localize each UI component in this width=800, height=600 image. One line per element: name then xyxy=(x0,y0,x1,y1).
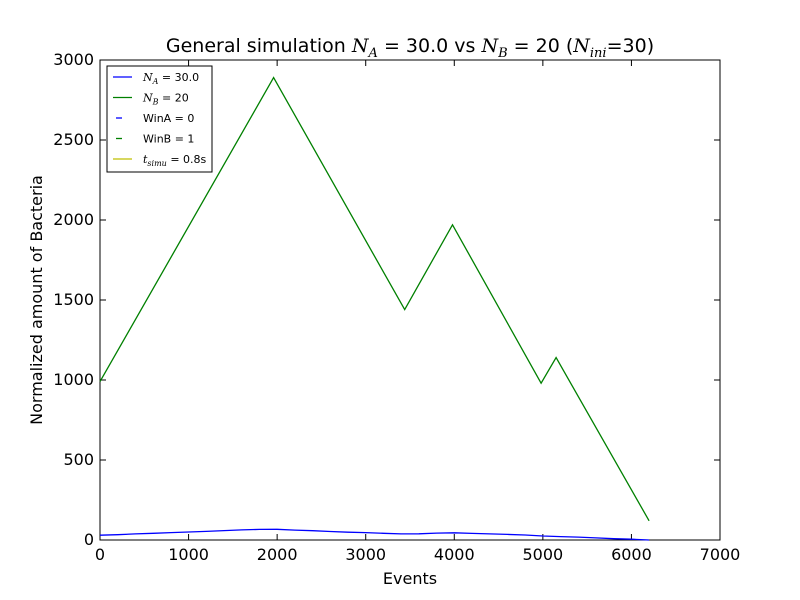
series-lines xyxy=(99,76,650,541)
series-line-1 xyxy=(99,76,650,522)
x-tick-label: 1000 xyxy=(168,545,209,564)
y-tick-label: 3000 xyxy=(53,50,94,69)
legend-entry-nb: NB = 20 xyxy=(113,92,189,107)
legend-label: tsimu = 0.8s xyxy=(143,153,207,168)
y-tick-label: 500 xyxy=(63,450,94,469)
y-tick-label: 1000 xyxy=(53,370,94,389)
x-tick-label: 5000 xyxy=(522,545,563,564)
legend-label: NB = 20 xyxy=(142,92,189,107)
y-tick-label: 1500 xyxy=(53,290,94,309)
x-tick-label: 4000 xyxy=(434,545,475,564)
x-axis-label: Events xyxy=(383,569,437,588)
x-tick-label: 2000 xyxy=(257,545,298,564)
chart-title: General simulation NA = 30.0 vs NB = 20 … xyxy=(166,35,654,61)
legend: NA = 30.0 NB = 20 WinA = 0 WinB = 1 tsimu = … xyxy=(106,65,213,173)
legend-label: WinB = 1 xyxy=(143,133,194,146)
legend-entry-na: NA = 30.0 xyxy=(113,71,199,86)
x-tick-label: 0 xyxy=(95,545,105,564)
y-axis-label: Normalized amount of Bacteria xyxy=(27,175,46,425)
x-tick-label: 7000 xyxy=(700,545,741,564)
x-tick-labels: 0 1000 2000 3000 4000 5000 6000 7000 xyxy=(95,545,740,564)
x-tick-label: 3000 xyxy=(345,545,386,564)
legend-label: NA = 30.0 xyxy=(142,71,199,86)
y-tick-label: 0 xyxy=(84,530,94,549)
legend-entry-winb: WinB = 1 xyxy=(116,133,194,146)
series-line-0 xyxy=(99,528,650,541)
legend-entry-wina: WinA = 0 xyxy=(116,112,194,125)
x-tick-label: 6000 xyxy=(611,545,652,564)
y-tick-label: 2500 xyxy=(53,130,94,149)
legend-label: WinA = 0 xyxy=(143,112,194,125)
legend-entry-tsim: tsimu = 0.8s xyxy=(113,153,207,168)
y-tick-labels: 0 500 1000 1500 2000 2500 3000 xyxy=(53,50,94,549)
y-tick-label: 2000 xyxy=(53,210,94,229)
legend-box xyxy=(106,65,213,173)
axis-ticks xyxy=(99,59,721,541)
